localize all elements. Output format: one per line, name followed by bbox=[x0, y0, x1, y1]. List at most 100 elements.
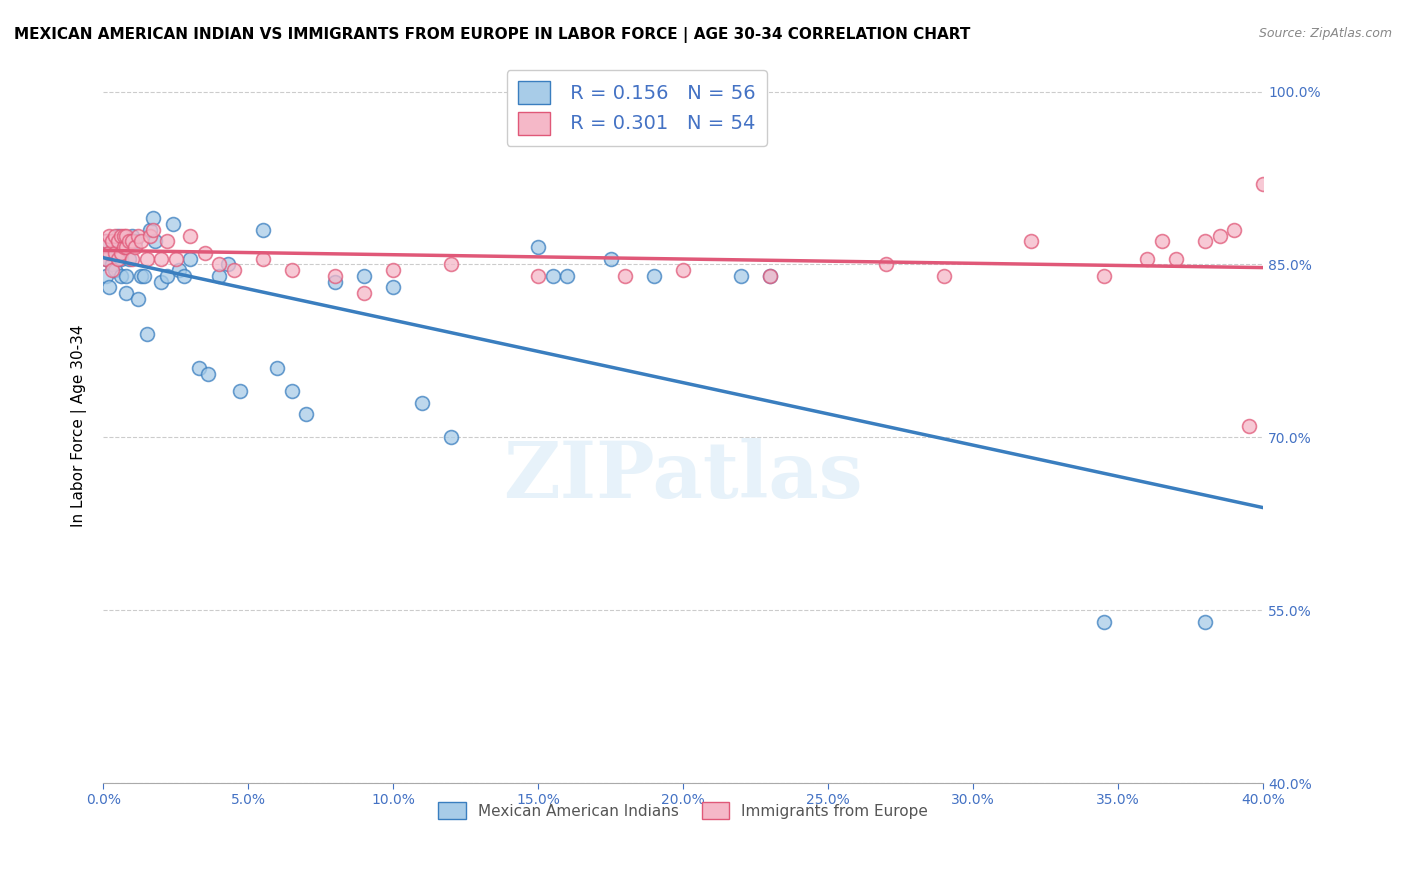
Point bbox=[280, 263, 302, 277]
Point bbox=[104, 246, 127, 260]
Point bbox=[167, 263, 190, 277]
Point bbox=[1019, 235, 1042, 249]
Point bbox=[440, 257, 463, 271]
Text: Source: ZipAtlas.com: Source: ZipAtlas.com bbox=[1258, 27, 1392, 40]
Point bbox=[135, 326, 157, 341]
Point bbox=[104, 240, 127, 254]
Point bbox=[121, 252, 143, 266]
Point bbox=[194, 246, 217, 260]
Point bbox=[145, 235, 167, 249]
Point bbox=[179, 228, 201, 243]
Point bbox=[323, 268, 346, 283]
Point bbox=[101, 263, 124, 277]
Point bbox=[156, 235, 179, 249]
Point bbox=[115, 240, 138, 254]
Point bbox=[132, 268, 155, 283]
Point bbox=[208, 268, 231, 283]
Point bbox=[179, 252, 201, 266]
Point bbox=[541, 268, 564, 283]
Point bbox=[98, 246, 121, 260]
Point bbox=[1194, 615, 1216, 629]
Point bbox=[1251, 177, 1274, 191]
Point bbox=[127, 292, 149, 306]
Point bbox=[1223, 223, 1246, 237]
Point bbox=[112, 235, 135, 249]
Point bbox=[124, 235, 146, 249]
Point bbox=[252, 252, 274, 266]
Point bbox=[295, 407, 318, 421]
Point bbox=[614, 268, 637, 283]
Point bbox=[124, 240, 146, 254]
Point bbox=[150, 252, 173, 266]
Point bbox=[138, 228, 160, 243]
Point bbox=[1092, 268, 1115, 283]
Point bbox=[382, 280, 405, 294]
Point bbox=[107, 252, 129, 266]
Point bbox=[107, 235, 129, 249]
Point bbox=[1166, 252, 1188, 266]
Point bbox=[353, 286, 375, 301]
Point bbox=[115, 286, 138, 301]
Point bbox=[115, 228, 138, 243]
Point bbox=[208, 257, 231, 271]
Point bbox=[135, 252, 157, 266]
Point bbox=[187, 361, 209, 376]
Point bbox=[141, 223, 163, 237]
Point bbox=[440, 430, 463, 444]
Point bbox=[94, 235, 117, 249]
Legend: Mexican American Indians, Immigrants from Europe: Mexican American Indians, Immigrants fro… bbox=[432, 796, 935, 825]
Point bbox=[759, 268, 782, 283]
Point bbox=[759, 268, 782, 283]
Point bbox=[101, 257, 124, 271]
Point bbox=[1136, 252, 1159, 266]
Point bbox=[94, 268, 117, 283]
Point bbox=[162, 217, 184, 231]
Point bbox=[138, 223, 160, 237]
Point bbox=[107, 228, 129, 243]
Point bbox=[129, 268, 152, 283]
Point bbox=[165, 252, 187, 266]
Point bbox=[118, 235, 141, 249]
Point bbox=[252, 223, 274, 237]
Point bbox=[98, 280, 121, 294]
Point bbox=[353, 268, 375, 283]
Point bbox=[217, 257, 239, 271]
Point bbox=[121, 228, 143, 243]
Point bbox=[104, 263, 127, 277]
Point bbox=[1092, 615, 1115, 629]
Point bbox=[129, 235, 152, 249]
Point bbox=[107, 246, 129, 260]
Point bbox=[323, 275, 346, 289]
Point bbox=[280, 384, 302, 399]
Point bbox=[121, 235, 143, 249]
Point bbox=[94, 252, 117, 266]
Point bbox=[266, 361, 288, 376]
Point bbox=[527, 268, 550, 283]
Point bbox=[411, 395, 433, 409]
Text: MEXICAN AMERICAN INDIAN VS IMMIGRANTS FROM EUROPE IN LABOR FORCE | AGE 30-34 COR: MEXICAN AMERICAN INDIAN VS IMMIGRANTS FR… bbox=[14, 27, 970, 43]
Point bbox=[118, 252, 141, 266]
Point bbox=[197, 367, 219, 381]
Point bbox=[1237, 418, 1260, 433]
Point bbox=[875, 257, 897, 271]
Text: ZIPatlas: ZIPatlas bbox=[503, 438, 863, 514]
Point bbox=[150, 275, 173, 289]
Point bbox=[112, 228, 135, 243]
Point bbox=[1194, 235, 1216, 249]
Point bbox=[934, 268, 956, 283]
Point bbox=[527, 240, 550, 254]
Point bbox=[94, 235, 117, 249]
Point bbox=[730, 268, 752, 283]
Point bbox=[555, 268, 578, 283]
Point bbox=[141, 211, 163, 226]
Point bbox=[115, 268, 138, 283]
Point bbox=[104, 228, 127, 243]
Point bbox=[98, 228, 121, 243]
Point bbox=[222, 263, 245, 277]
Y-axis label: In Labor Force | Age 30-34: In Labor Force | Age 30-34 bbox=[72, 325, 87, 527]
Point bbox=[1209, 228, 1232, 243]
Point bbox=[1150, 235, 1173, 249]
Point bbox=[156, 268, 179, 283]
Point bbox=[110, 268, 132, 283]
Point bbox=[382, 263, 405, 277]
